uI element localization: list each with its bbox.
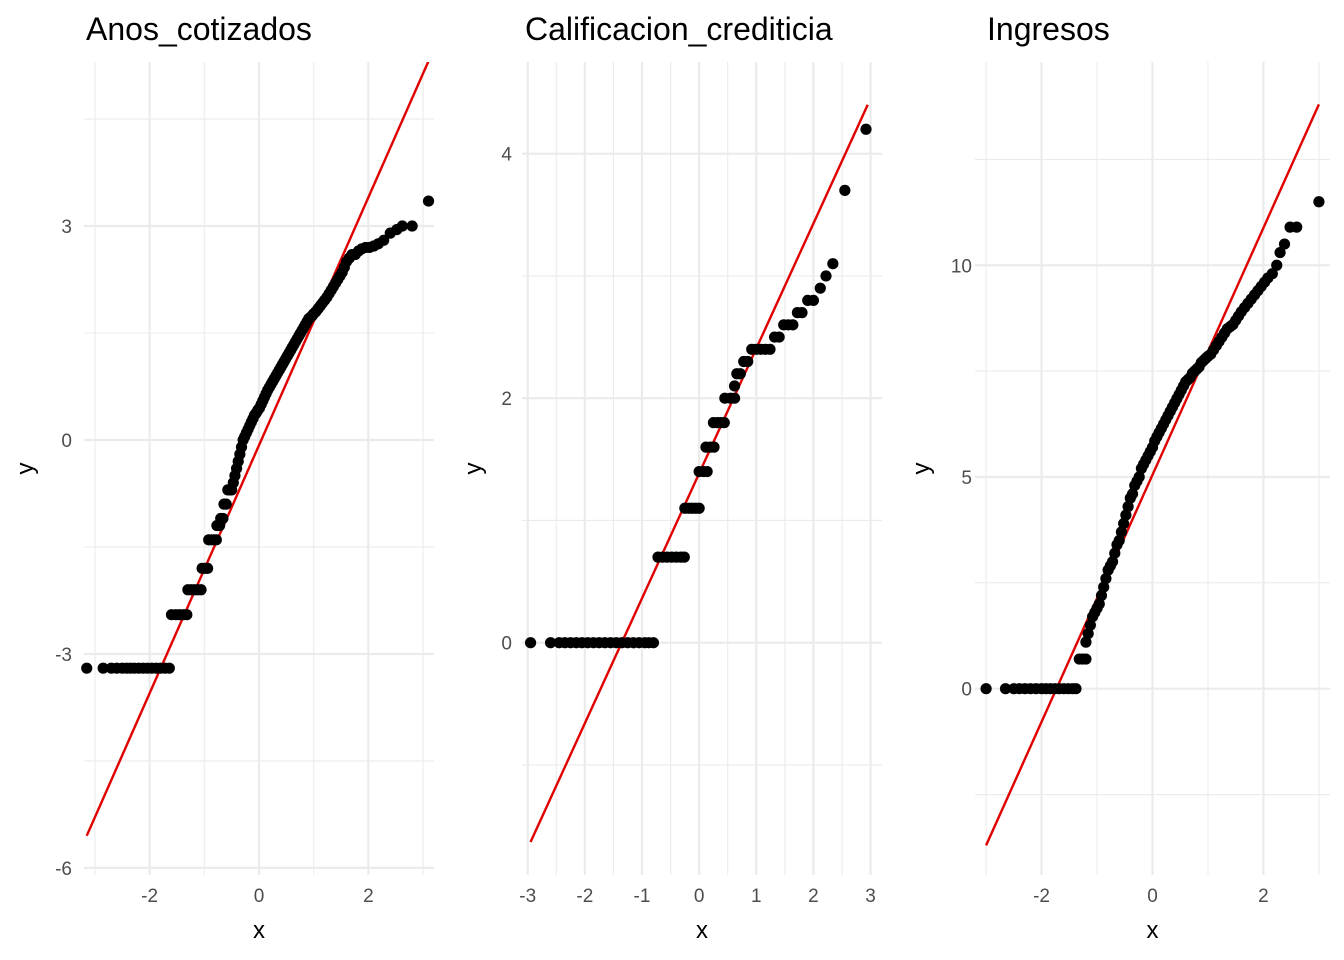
sample-point	[81, 662, 93, 674]
y-axis-label: y	[460, 463, 487, 475]
sample-point	[1106, 556, 1119, 568]
sample-point	[773, 331, 785, 343]
x-tick-label: 2	[363, 886, 374, 907]
qq-panel-3: -2 0 2 0 5 10 Ingresos x y	[908, 11, 1330, 944]
sample-point	[764, 343, 776, 355]
sample-point	[839, 184, 851, 196]
sample-point	[1126, 488, 1139, 500]
sample-point	[1266, 268, 1278, 280]
x-tick-label: -2	[1033, 886, 1050, 907]
y-tick-label: 4	[501, 145, 512, 166]
qq-reference-line	[984, 103, 1321, 846]
y-tick-label: 2	[501, 389, 512, 410]
sample-point	[827, 258, 839, 270]
y-axis-label: y	[12, 463, 39, 475]
panel-title: Ingresos	[987, 11, 1110, 47]
sample-point	[820, 270, 832, 282]
sample-point	[999, 683, 1012, 695]
sample-point	[422, 195, 435, 207]
y-axis-label: y	[908, 463, 935, 475]
sample-point	[1082, 628, 1094, 640]
qq-reference-line	[85, 62, 430, 837]
sample-point	[647, 637, 660, 649]
sample-point	[378, 234, 390, 246]
sample-point	[1291, 221, 1303, 233]
sample-point	[1084, 619, 1096, 631]
sample-point	[181, 609, 193, 621]
x-tick-label: 2	[1258, 886, 1269, 907]
y-tick-label: 10	[951, 256, 972, 277]
sample-point	[807, 294, 820, 306]
x-tick-label: 0	[694, 886, 705, 907]
sample-point	[406, 220, 418, 232]
sample-point	[1098, 581, 1110, 593]
sample-point	[742, 355, 754, 368]
sample-point	[1093, 598, 1105, 610]
y-tick-label: -3	[55, 645, 72, 666]
sample-point	[1278, 238, 1291, 250]
y-tick-label: 5	[961, 468, 972, 489]
y-tick-label: 0	[961, 680, 972, 701]
sample-point	[1100, 572, 1112, 585]
sample-point	[396, 220, 408, 232]
panel-title: Anos_cotizados	[86, 11, 312, 47]
sample-point	[1271, 259, 1283, 271]
sample-point	[524, 637, 537, 649]
sample-point	[1133, 471, 1145, 483]
sample-point	[1080, 653, 1092, 665]
y-tick-label: 0	[501, 634, 512, 655]
sample-point	[1080, 636, 1092, 648]
sample-point	[787, 319, 799, 331]
sample-point	[201, 562, 214, 574]
sample-point	[693, 502, 705, 514]
sample-point	[678, 551, 690, 563]
sample-point	[163, 662, 175, 674]
sample-point	[1274, 246, 1286, 259]
sample-point	[1109, 547, 1121, 559]
sample-point	[1070, 683, 1082, 695]
y-tick-label: 0	[61, 431, 72, 452]
sample-point	[1120, 509, 1132, 521]
x-tick-label: 0	[1147, 886, 1158, 907]
sample-point	[1118, 517, 1130, 530]
y-tick-label: 3	[61, 217, 72, 238]
panel-title: Calificacion_crediticia	[525, 11, 833, 47]
sample-point	[1115, 526, 1128, 538]
sample-point	[1113, 534, 1125, 547]
sample-point	[718, 417, 730, 429]
x-tick-label: 0	[254, 886, 265, 907]
sample-point	[728, 392, 741, 404]
sample-point	[544, 637, 557, 649]
sample-point	[97, 662, 109, 674]
sample-point	[1313, 196, 1325, 208]
sample-point	[860, 123, 872, 135]
sample-point	[728, 380, 741, 392]
x-axis-label: x	[696, 917, 708, 944]
x-tick-label: -2	[141, 886, 158, 907]
x-axis-label: x	[1147, 917, 1159, 944]
x-tick-label: -1	[634, 886, 651, 907]
sample-point	[980, 683, 992, 695]
x-tick-label: 3	[865, 886, 876, 907]
x-tick-label: 2	[808, 886, 819, 907]
sample-point	[734, 368, 746, 380]
sample-point	[220, 498, 232, 510]
sample-point	[217, 512, 229, 525]
sample-point	[814, 282, 826, 294]
x-tick-label: -2	[576, 886, 593, 907]
y-tick-label: -6	[55, 859, 72, 880]
sample-point	[1095, 589, 1108, 602]
x-tick-label: -3	[519, 886, 536, 907]
x-axis-label: x	[253, 917, 265, 944]
sample-point	[708, 441, 720, 453]
sample-point	[796, 307, 808, 319]
sample-point	[195, 584, 207, 596]
x-tick-label: 1	[751, 886, 762, 907]
sample-point	[1122, 501, 1134, 513]
sample-point	[701, 465, 713, 478]
sample-point	[210, 534, 222, 546]
